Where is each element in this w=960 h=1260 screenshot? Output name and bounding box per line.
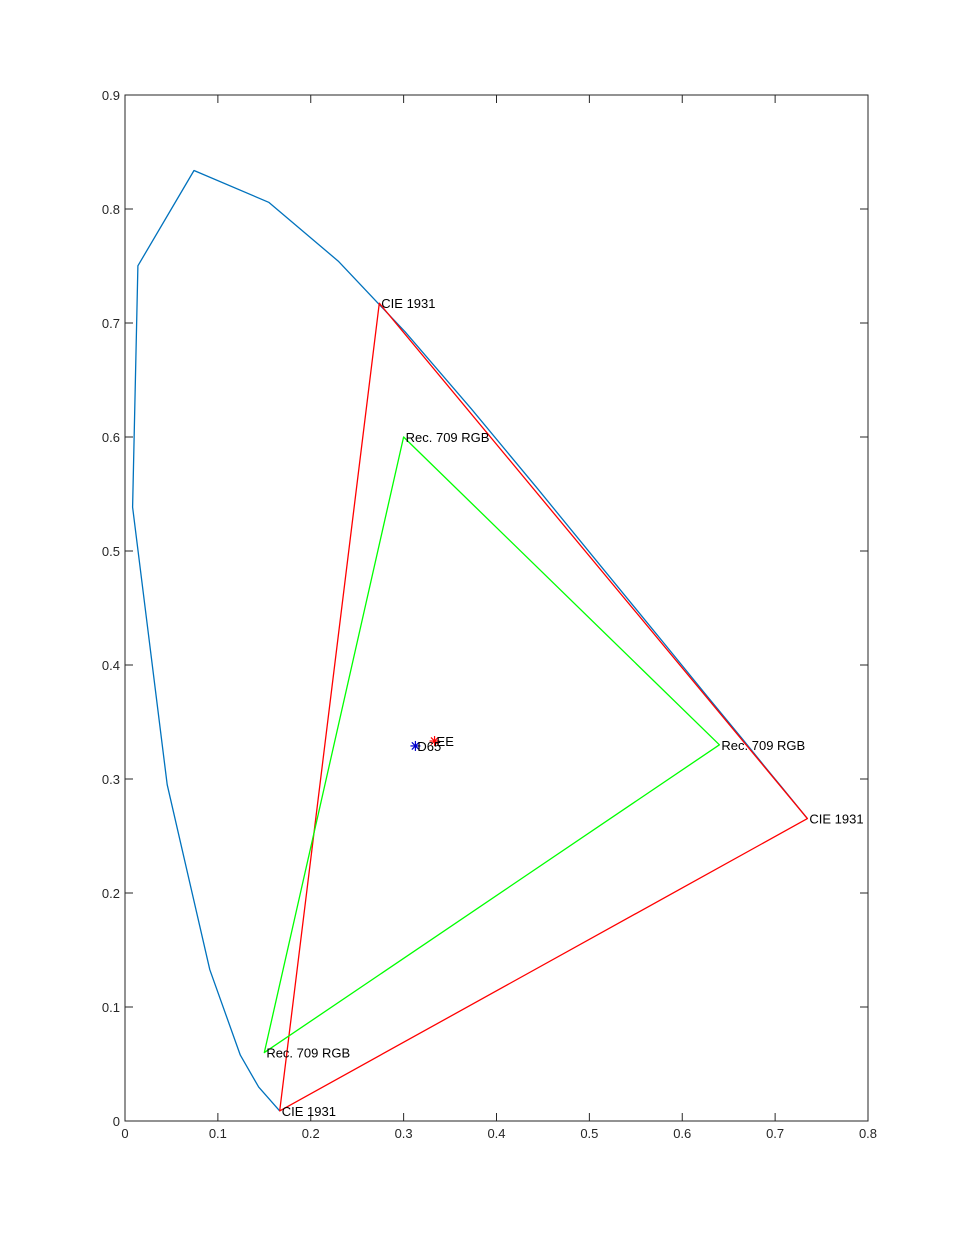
y-tick-label: 0.8 <box>102 202 120 217</box>
x-tick-label: 0.8 <box>859 1126 877 1141</box>
x-tick-label: 0 <box>121 1126 128 1141</box>
points-layer <box>410 736 440 751</box>
y-tick-label: 0.7 <box>102 316 120 331</box>
y-tick-label: 0.9 <box>102 88 120 103</box>
annotation-label: CIE 1931 <box>381 296 435 311</box>
tick-labels: 0 0.1 0.2 0.3 0.4 0.5 0.6 0.7 0.8 0 0.1 0.2 0.3 0.4 0.… <box>102 88 877 1141</box>
y-tick-label: 0.2 <box>102 886 120 901</box>
series-line-3 <box>263 436 721 1054</box>
annotation-label: D65 <box>417 739 441 754</box>
series-line-1 <box>131 169 808 1112</box>
x-tick-label: 0.5 <box>580 1126 598 1141</box>
x-tick-label: 0.3 <box>395 1126 413 1141</box>
y-tick-label: 0.1 <box>102 1000 120 1015</box>
x-tick-label: 0.2 <box>302 1126 320 1141</box>
marker-ee <box>429 736 440 747</box>
y-tick-label: 0.5 <box>102 544 120 559</box>
x-tick-label: 0.4 <box>487 1126 505 1141</box>
y-tick-label: 0 <box>113 1114 120 1129</box>
axes: 0 0.1 0.2 0.3 0.4 0.5 0.6 0.7 0.8 0 0.1 0.2 0.3 0.4 0.… <box>102 88 877 1141</box>
series-line-2 <box>279 302 809 1112</box>
y-tick-label: 0.3 <box>102 772 120 787</box>
annotation-label: Rec. 709 RGB <box>266 1046 350 1061</box>
x-tick-label: 0.1 <box>209 1126 227 1141</box>
annotation-layer: CIE 1931 CIE 1931 CIE 1931 Rec. 709 RGB Rec.… <box>266 296 863 1119</box>
x-tick-label: 0.7 <box>766 1126 784 1141</box>
annotation-label: Rec. 709 RGB <box>406 430 490 445</box>
annotation-label: CIE 1931 <box>282 1104 336 1119</box>
series-layer <box>131 169 809 1112</box>
tick-marks <box>124 94 869 1122</box>
plot-area <box>124 94 869 1122</box>
marker-d65 <box>410 740 421 751</box>
annotation-label: Rec. 709 RGB <box>721 738 805 753</box>
y-tick-label: 0.4 <box>102 658 120 673</box>
annotation-label: EE <box>437 734 455 749</box>
annotation-label: CIE 1931 <box>809 812 863 827</box>
x-tick-label: 0.6 <box>673 1126 691 1141</box>
y-tick-label: 0.6 <box>102 430 120 445</box>
